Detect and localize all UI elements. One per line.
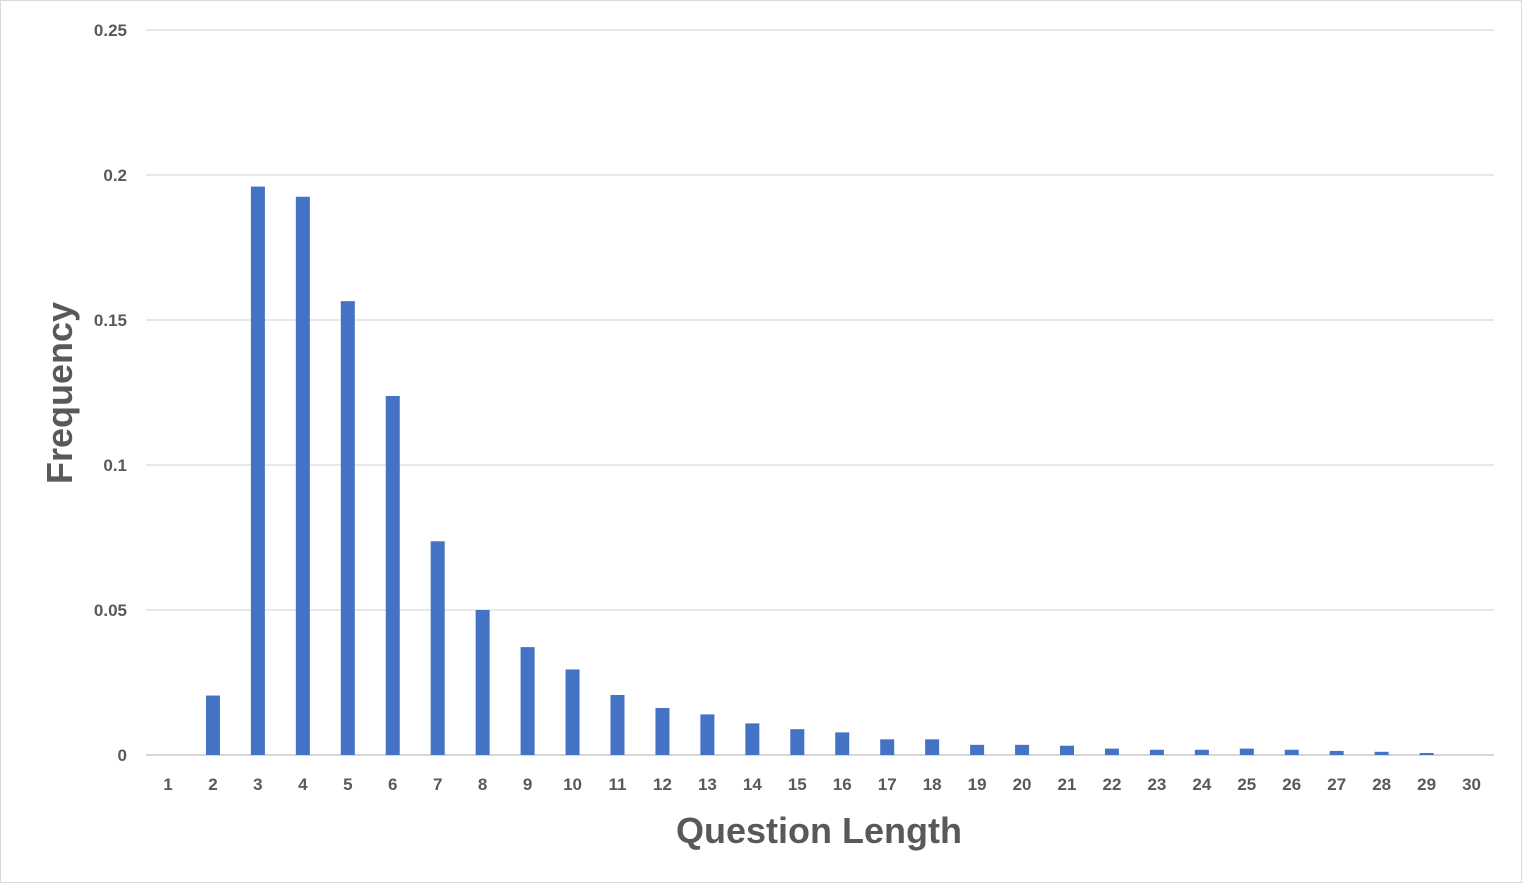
x-tick-label: 28 bbox=[1372, 775, 1391, 794]
bar-29 bbox=[1419, 752, 1434, 755]
bar-23 bbox=[1149, 749, 1164, 755]
bar-25 bbox=[1239, 748, 1254, 755]
bar-21 bbox=[1060, 745, 1074, 755]
x-tick-label: 7 bbox=[433, 775, 442, 794]
bar-17 bbox=[880, 739, 895, 755]
bar-11 bbox=[610, 694, 625, 755]
x-tick-label: 27 bbox=[1327, 775, 1346, 794]
x-tick-label: 22 bbox=[1102, 775, 1121, 794]
bar-6 bbox=[385, 395, 400, 755]
x-tick-label: 14 bbox=[743, 775, 762, 794]
x-tick-label: 11 bbox=[609, 775, 627, 794]
bar-10 bbox=[565, 669, 580, 755]
x-tick-label: 20 bbox=[1013, 775, 1032, 794]
y-tick-label: 0 bbox=[118, 746, 127, 765]
x-tick-label: 9 bbox=[523, 775, 532, 794]
x-tick-label: 3 bbox=[253, 775, 262, 794]
bar-4 bbox=[295, 196, 310, 755]
y-axis-title: Frequency bbox=[39, 302, 80, 484]
x-tick-label: 10 bbox=[563, 775, 582, 794]
x-tick-label: 8 bbox=[478, 775, 487, 794]
x-tick-label: 25 bbox=[1237, 775, 1256, 794]
x-tick-label: 18 bbox=[923, 775, 942, 794]
bar-3 bbox=[250, 186, 265, 756]
bar-15 bbox=[790, 729, 805, 755]
x-tick-label: 12 bbox=[653, 775, 672, 794]
x-tick-label: 15 bbox=[788, 775, 807, 794]
bar-7 bbox=[430, 541, 445, 755]
gridlines bbox=[146, 29, 1494, 756]
bar-22 bbox=[1104, 748, 1119, 755]
bar-5 bbox=[340, 301, 355, 755]
bar-20 bbox=[1015, 744, 1030, 755]
bar-8 bbox=[475, 610, 490, 755]
x-axis-ticks: 1 2 3 4 5 6 7 8 9 10 11 12 13 14 15 16 17 18 19 20 21 22 23 24 2… bbox=[163, 775, 1481, 794]
x-tick-label: 2 bbox=[208, 775, 217, 794]
bar-24 bbox=[1194, 749, 1209, 755]
x-tick-label: 17 bbox=[878, 775, 897, 794]
bar-9 bbox=[520, 647, 535, 755]
y-tick-label: 0.15 bbox=[94, 311, 127, 330]
y-tick-label: 0.05 bbox=[94, 601, 127, 620]
bar-13 bbox=[700, 714, 715, 755]
y-tick-label: 0.25 bbox=[94, 21, 127, 40]
bar-26 bbox=[1284, 749, 1299, 755]
x-tick-label: 26 bbox=[1282, 775, 1301, 794]
bar-28 bbox=[1374, 751, 1389, 755]
bar-18 bbox=[925, 739, 940, 755]
x-tick-label: 1 bbox=[163, 775, 172, 794]
y-axis-ticks: 0 0.05 0.1 0.15 0.2 0.25 bbox=[94, 21, 127, 765]
x-tick-label: 23 bbox=[1147, 775, 1166, 794]
bar-19 bbox=[970, 744, 985, 755]
x-tick-label: 21 bbox=[1058, 775, 1077, 794]
bar-2 bbox=[205, 695, 220, 755]
bar-16 bbox=[835, 732, 850, 755]
x-tick-label: 5 bbox=[343, 775, 352, 794]
x-tick-label: 30 bbox=[1462, 775, 1481, 794]
x-axis-title: Question Length bbox=[676, 810, 962, 851]
bar-14 bbox=[745, 723, 760, 755]
x-tick-label: 6 bbox=[388, 775, 397, 794]
x-tick-label: 24 bbox=[1192, 775, 1211, 794]
x-tick-label: 19 bbox=[968, 775, 987, 794]
bars bbox=[205, 186, 1434, 756]
x-tick-label: 13 bbox=[698, 775, 717, 794]
y-tick-label: 0.1 bbox=[103, 456, 127, 475]
x-tick-label: 16 bbox=[833, 775, 852, 794]
x-tick-label: 4 bbox=[298, 775, 308, 794]
bar-12 bbox=[655, 708, 670, 755]
bar-27 bbox=[1329, 750, 1344, 755]
y-tick-label: 0.2 bbox=[103, 166, 127, 185]
x-tick-label: 29 bbox=[1417, 775, 1436, 794]
